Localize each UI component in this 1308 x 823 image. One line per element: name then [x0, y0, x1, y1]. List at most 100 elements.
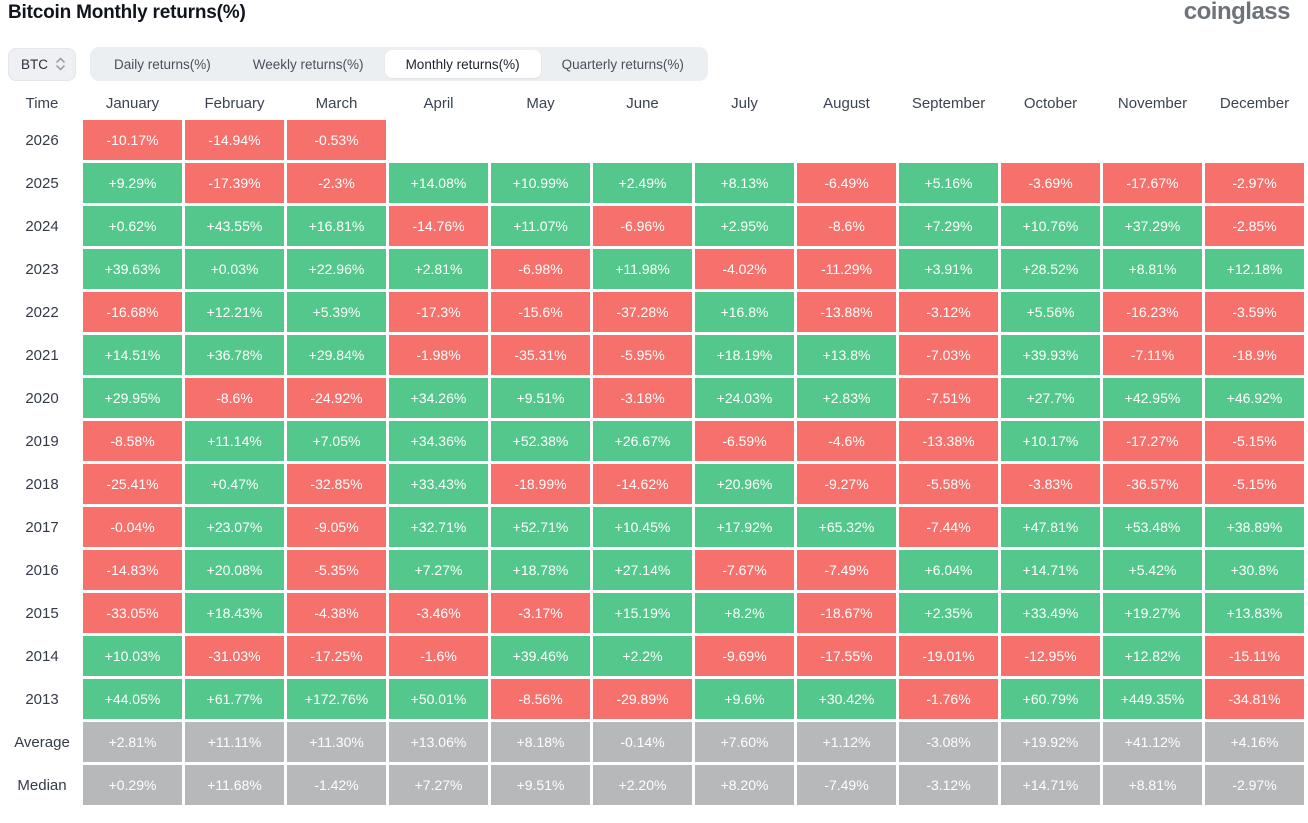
- return-cell-2022-june: -37.28%: [593, 292, 692, 332]
- symbol-selector[interactable]: BTC: [8, 47, 76, 81]
- return-cell-2025-august: -6.49%: [797, 163, 896, 203]
- return-cell-2016-december: +30.8%: [1205, 550, 1304, 590]
- return-cell-2020-november: +42.95%: [1103, 378, 1202, 418]
- return-cell-2013-june: -29.89%: [593, 679, 692, 719]
- return-cell-2020-march: -24.92%: [287, 378, 386, 418]
- return-cell-2013-july: +9.6%: [695, 679, 794, 719]
- column-header-april: April: [423, 95, 454, 112]
- return-cell-2026-july: [695, 120, 794, 160]
- return-cell-2021-september: -7.03%: [899, 335, 998, 375]
- return-cell-2020-august: +2.83%: [797, 378, 896, 418]
- row-label-2013: 2013: [25, 690, 59, 708]
- return-cell-2017-september: -7.44%: [899, 507, 998, 547]
- tab-weekly-returns[interactable]: Weekly returns(%): [252, 56, 364, 72]
- return-cell-2018-september: -5.58%: [899, 464, 998, 504]
- return-cell-2017-february: +23.07%: [185, 507, 284, 547]
- return-cell-2023-december: +12.18%: [1205, 249, 1304, 289]
- return-cell-2023-february: +0.03%: [185, 249, 284, 289]
- return-cell-2013-february: +61.77%: [185, 679, 284, 719]
- return-cell-2013-march: +172.76%: [287, 679, 386, 719]
- return-cell-2018-october: -3.83%: [1001, 464, 1100, 504]
- return-cell-2022-july: +16.8%: [695, 292, 794, 332]
- return-cell-2016-july: -7.67%: [695, 550, 794, 590]
- return-cell-2025-september: +5.16%: [899, 163, 998, 203]
- return-cell-2024-november: +37.29%: [1103, 206, 1202, 246]
- return-cell-2022-april: -17.3%: [389, 292, 488, 332]
- return-cell-2017-october: +47.81%: [1001, 507, 1100, 547]
- return-cell-2025-november: -17.67%: [1103, 163, 1202, 203]
- return-cell-2019-november: -17.27%: [1103, 421, 1202, 461]
- return-cell-2025-december: -2.97%: [1205, 163, 1304, 203]
- return-cell-median-october: +14.71%: [1001, 765, 1100, 805]
- return-cell-2013-november: +449.35%: [1103, 679, 1202, 719]
- return-cell-2024-september: +7.29%: [899, 206, 998, 246]
- return-cell-2013-october: +60.79%: [1001, 679, 1100, 719]
- return-cell-2016-october: +14.71%: [1001, 550, 1100, 590]
- return-cell-2014-january: +10.03%: [83, 636, 182, 676]
- return-cell-2015-march: -4.38%: [287, 593, 386, 633]
- coinglass-logo: coinglass: [1183, 0, 1291, 25]
- column-header-november: November: [1117, 95, 1188, 112]
- return-cell-2016-may: +18.78%: [491, 550, 590, 590]
- return-cell-2019-april: +34.36%: [389, 421, 488, 461]
- return-cell-2025-july: +8.13%: [695, 163, 794, 203]
- return-cell-2014-march: -17.25%: [287, 636, 386, 676]
- row-label-2017: 2017: [25, 518, 59, 536]
- return-cell-2021-march: +29.84%: [287, 335, 386, 375]
- return-cell-2017-march: -9.05%: [287, 507, 386, 547]
- return-cell-2024-march: +16.81%: [287, 206, 386, 246]
- row-label-2019: 2019: [25, 432, 59, 450]
- return-cell-2015-december: +13.83%: [1205, 593, 1304, 633]
- return-cell-2024-january: +0.62%: [83, 206, 182, 246]
- return-cell-2023-march: +22.96%: [287, 249, 386, 289]
- return-cell-2014-august: -17.55%: [797, 636, 896, 676]
- return-cell-2019-february: +11.14%: [185, 421, 284, 461]
- tab-daily-returns[interactable]: Daily returns(%): [114, 56, 211, 72]
- return-cell-2026-february: -14.94%: [185, 120, 284, 160]
- return-cell-2020-july: +24.03%: [695, 378, 794, 418]
- tab-monthly-returns[interactable]: Monthly returns(%): [384, 50, 541, 78]
- return-cell-average-december: +4.16%: [1205, 722, 1304, 762]
- return-cell-2019-december: -5.15%: [1205, 421, 1304, 461]
- return-cell-2020-june: -3.18%: [593, 378, 692, 418]
- return-cell-2020-december: +46.92%: [1205, 378, 1304, 418]
- return-cell-2021-july: +18.19%: [695, 335, 794, 375]
- column-header-october: October: [1023, 95, 1078, 112]
- column-header-july: July: [731, 95, 758, 112]
- return-cell-2014-july: -9.69%: [695, 636, 794, 676]
- return-cell-2014-december: -15.11%: [1205, 636, 1304, 676]
- return-cell-2018-november: -36.57%: [1103, 464, 1202, 504]
- return-cell-2022-february: +12.21%: [185, 292, 284, 332]
- return-cell-2015-october: +33.49%: [1001, 593, 1100, 633]
- return-cell-2015-january: -33.05%: [83, 593, 182, 633]
- return-cell-2022-september: -3.12%: [899, 292, 998, 332]
- return-cell-median-april: +7.27%: [389, 765, 488, 805]
- return-cell-2013-september: -1.76%: [899, 679, 998, 719]
- return-cell-2024-august: -8.6%: [797, 206, 896, 246]
- return-cell-2026-august: [797, 120, 896, 160]
- return-cell-2021-august: +13.8%: [797, 335, 896, 375]
- up-down-chevron-icon: [55, 56, 66, 72]
- return-cell-2014-february: -31.03%: [185, 636, 284, 676]
- return-cell-2017-july: +17.92%: [695, 507, 794, 547]
- return-cell-median-january: +0.29%: [83, 765, 182, 805]
- return-cell-average-november: +41.12%: [1103, 722, 1202, 762]
- return-cell-2020-april: +34.26%: [389, 378, 488, 418]
- tab-quarterly-returns[interactable]: Quarterly returns(%): [561, 56, 684, 72]
- return-cell-2019-july: -6.59%: [695, 421, 794, 461]
- return-cell-2017-june: +10.45%: [593, 507, 692, 547]
- return-cell-2021-april: -1.98%: [389, 335, 488, 375]
- return-cell-2023-april: +2.81%: [389, 249, 488, 289]
- return-cell-2021-may: -35.31%: [491, 335, 590, 375]
- return-cell-2019-september: -13.38%: [899, 421, 998, 461]
- return-cell-2020-october: +27.7%: [1001, 378, 1100, 418]
- return-cell-2019-august: -4.6%: [797, 421, 896, 461]
- return-cell-2018-july: +20.96%: [695, 464, 794, 504]
- row-label-2020: 2020: [25, 389, 59, 407]
- return-cell-2021-june: -5.95%: [593, 335, 692, 375]
- column-header-may: May: [526, 95, 555, 112]
- return-cell-median-september: -3.12%: [899, 765, 998, 805]
- return-cell-2021-october: +39.93%: [1001, 335, 1100, 375]
- return-cell-2022-august: -13.88%: [797, 292, 896, 332]
- return-cell-2025-april: +14.08%: [389, 163, 488, 203]
